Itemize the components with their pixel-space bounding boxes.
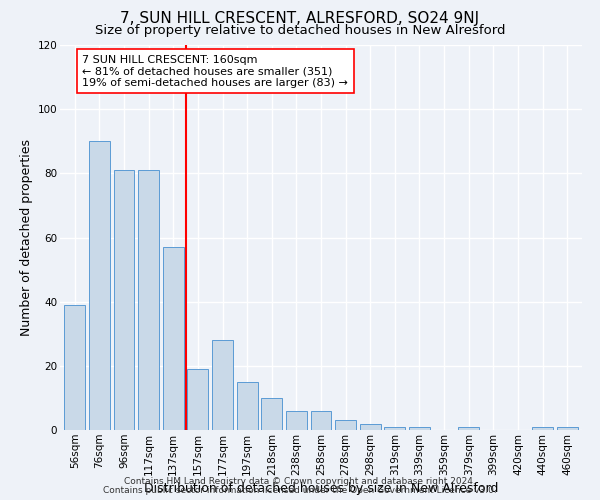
Bar [286,411,307,430]
Bar [138,170,159,430]
Text: 7 SUN HILL CRESCENT: 160sqm
← 81% of detached houses are smaller (351)
19% of se: 7 SUN HILL CRESCENT: 160sqm ← 81% of det… [82,54,348,88]
Text: 7, SUN HILL CRESCENT, ALRESFORD, SO24 9NJ: 7, SUN HILL CRESCENT, ALRESFORD, SO24 9N… [121,11,479,26]
Bar [261,398,282,430]
Bar [311,411,331,430]
Y-axis label: Number of detached properties: Number of detached properties [20,139,34,336]
Bar [187,369,208,430]
Bar [360,424,381,430]
Bar [458,427,479,430]
Bar [557,427,578,430]
Bar [409,427,430,430]
Bar [532,427,553,430]
Bar [163,247,184,430]
Text: Size of property relative to detached houses in New Alresford: Size of property relative to detached ho… [95,24,505,37]
Text: Contains HM Land Registry data © Crown copyright and database right 2024.: Contains HM Land Registry data © Crown c… [124,477,476,486]
Bar [385,427,406,430]
Text: Contains public sector information licensed under the Open Government Licence v3: Contains public sector information licen… [103,486,497,495]
Bar [236,382,257,430]
Bar [212,340,233,430]
X-axis label: Distribution of detached houses by size in New Alresford: Distribution of detached houses by size … [144,482,498,495]
Bar [335,420,356,430]
Bar [64,305,85,430]
Bar [113,170,134,430]
Bar [89,141,110,430]
